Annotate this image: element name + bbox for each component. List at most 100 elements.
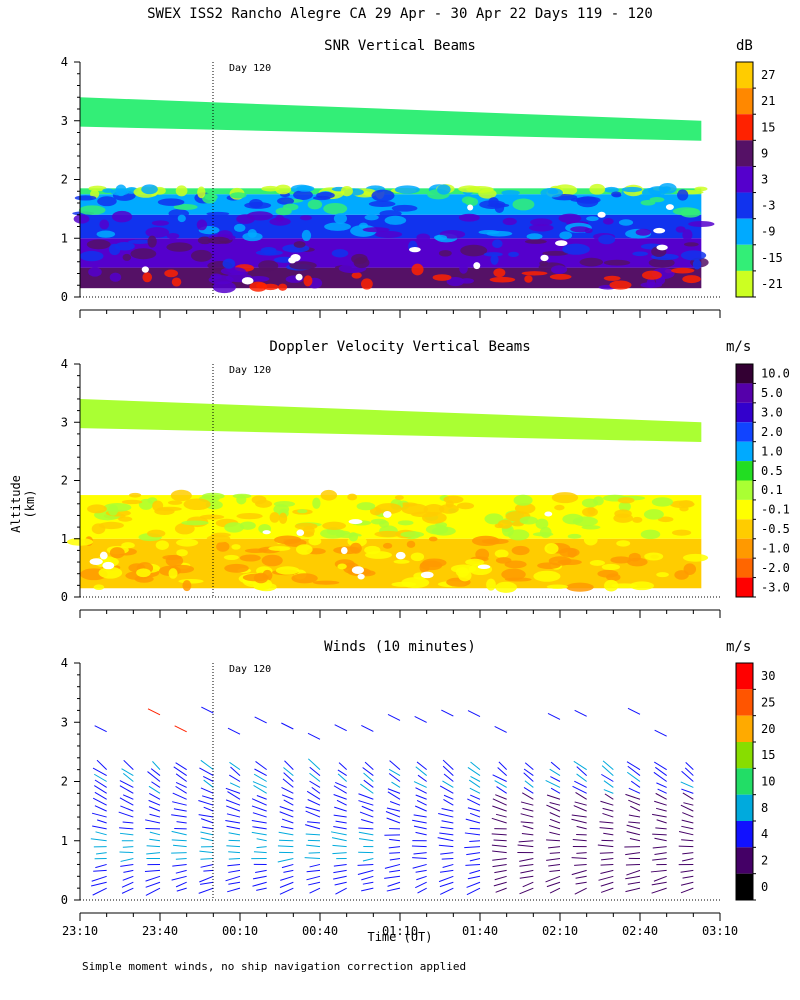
wind-barb — [443, 773, 454, 782]
heatmap-cell — [694, 186, 708, 192]
wind-barb — [468, 779, 481, 788]
wind-barb — [571, 818, 587, 824]
heatmap-cell — [611, 193, 622, 198]
wind-barb — [146, 845, 161, 848]
wind-barb — [522, 792, 534, 800]
wind-barb — [680, 804, 694, 812]
heatmap-cell — [196, 219, 208, 231]
heatmap-cell — [656, 572, 669, 578]
heatmap-cell — [129, 492, 142, 498]
wind-barb — [628, 799, 641, 806]
heatmap-cell — [175, 185, 188, 197]
wind-barb — [91, 881, 107, 887]
wind-barb — [358, 800, 374, 806]
wind-barb — [415, 787, 427, 794]
wind-barb — [333, 869, 347, 874]
wind-barb — [545, 779, 561, 788]
wind-barb — [625, 793, 641, 800]
colorbar-cell — [736, 873, 753, 900]
heatmap-cell — [495, 581, 517, 593]
colorbar-cell — [736, 663, 753, 690]
wind-barb — [603, 789, 614, 794]
heatmap-cell — [671, 529, 692, 536]
heatmap-cell — [683, 563, 697, 575]
wind-barb — [574, 801, 587, 806]
wind-barb — [361, 819, 374, 824]
wind-barb — [336, 799, 347, 806]
colorbar-label: 15 — [761, 120, 775, 134]
wind-barb — [571, 814, 587, 818]
colorbar-label: -21 — [761, 277, 783, 291]
wind-barb — [333, 825, 347, 830]
heatmap-cell — [521, 271, 548, 276]
heatmap-cell — [322, 521, 347, 530]
colorbar-cell — [736, 821, 753, 848]
wind-barb — [519, 858, 534, 862]
wind-barb — [651, 881, 667, 886]
wind-barb — [470, 776, 481, 782]
colorbar-cell — [736, 441, 753, 462]
wind-barb — [682, 858, 694, 862]
y-tick-label: 1 — [61, 532, 68, 546]
heatmap-cell — [183, 498, 211, 511]
wind-barb — [364, 761, 374, 771]
wind-barb — [625, 852, 641, 856]
wind-barb — [94, 805, 107, 812]
wind-barb — [492, 850, 507, 854]
heatmap-cell — [679, 506, 689, 512]
heatmap-cell — [93, 584, 105, 591]
heatmap-cell — [597, 569, 619, 578]
wind-barb — [150, 768, 161, 776]
wind-barb — [256, 838, 267, 842]
wind-barb — [120, 805, 134, 812]
wind-barb — [680, 781, 694, 788]
wind-barb — [283, 772, 294, 782]
heatmap-cell — [204, 193, 218, 201]
wind-barb — [152, 761, 161, 770]
heatmap-cell — [621, 186, 643, 193]
heatmap-cell — [269, 512, 280, 523]
heatmap-cell — [337, 563, 347, 570]
wind-barb — [494, 875, 507, 881]
wind-barb — [254, 768, 267, 777]
wind-barb — [416, 761, 427, 771]
wind-barb — [522, 881, 534, 888]
wind-barb — [494, 869, 507, 874]
wind-barb — [469, 840, 481, 843]
missing-data-gap — [555, 240, 568, 247]
heatmap-cell — [275, 184, 292, 195]
wind-barb — [389, 801, 401, 806]
wind-barb — [438, 844, 454, 848]
wind-barb — [145, 875, 161, 882]
wind-barb — [360, 783, 374, 794]
heatmap-cell — [375, 503, 402, 515]
wind-barb — [118, 811, 134, 818]
heatmap-cell — [289, 261, 317, 270]
wind-barb — [549, 887, 561, 894]
heatmap-cell — [291, 573, 318, 584]
heatmap-cell — [446, 276, 465, 287]
wind-barb — [252, 881, 267, 887]
wind-barb — [681, 825, 694, 830]
wind-barb — [491, 844, 507, 848]
wind-barb — [281, 863, 294, 869]
heatmap-cell — [220, 267, 246, 276]
wind-barb — [91, 875, 107, 882]
heatmap-cell — [566, 582, 594, 592]
heatmap-cell — [544, 543, 559, 555]
wind-barb — [389, 852, 401, 854]
wind-barb — [492, 863, 507, 868]
heatmap-cell — [299, 215, 312, 221]
wind-barb — [388, 846, 401, 849]
y-tick-label: 1 — [61, 834, 68, 848]
wind-barb — [256, 795, 267, 800]
wind-barb — [438, 875, 454, 883]
wind-barb — [491, 817, 507, 824]
wind-barb — [279, 811, 294, 818]
heatmap-cell — [680, 208, 701, 218]
heatmap-cell — [492, 239, 503, 249]
wind-barb — [122, 846, 134, 848]
heatmap-cell — [483, 252, 503, 257]
wind-barb — [385, 811, 401, 818]
wind-barb — [572, 785, 587, 794]
